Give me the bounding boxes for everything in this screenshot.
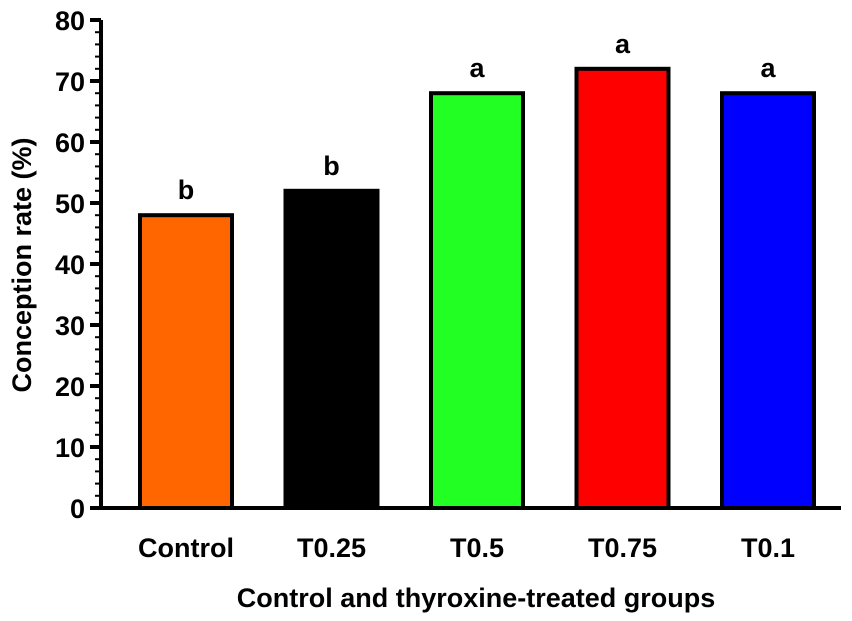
bar-t0-1 [720, 91, 816, 510]
x-tick-label: T0.5 [450, 533, 504, 563]
y-tick-label: 40 [55, 250, 85, 280]
y-tick-label: 30 [55, 311, 85, 341]
bar-t0-75 [574, 66, 671, 511]
significance-label: a [615, 29, 631, 59]
bar-control [138, 213, 234, 510]
bars [138, 66, 816, 511]
significance-labels: b b a a a [178, 29, 777, 205]
y-tick-label: 50 [55, 189, 85, 219]
y-axis-ticks: 0 10 20 30 40 50 60 70 80 [55, 6, 101, 524]
y-tick-label: 80 [55, 6, 85, 36]
y-tick-label: 20 [55, 372, 85, 402]
y-tick-label: 0 [70, 494, 85, 524]
x-tick-label: T0.1 [741, 533, 795, 563]
significance-label: a [469, 53, 485, 83]
significance-label: b [323, 151, 340, 181]
significance-label: b [178, 175, 195, 205]
x-tick-label: T0.75 [588, 533, 657, 563]
y-tick-label: 70 [55, 67, 85, 97]
x-tick-label: T0.25 [297, 533, 366, 563]
x-tick-label: Control [138, 533, 234, 563]
y-axis-title: Conception rate (%) [7, 137, 37, 392]
x-axis-title: Control and thyroxine-treated groups [237, 583, 716, 613]
x-axis-ticks: Control T0.25 T0.5 T0.75 T0.1 [138, 533, 795, 563]
significance-label: a [760, 53, 776, 83]
y-tick-label: 10 [55, 433, 85, 463]
y-tick-label: 60 [55, 128, 85, 158]
bar-t0-25 [283, 188, 380, 511]
bar-t0-5 [429, 91, 525, 510]
